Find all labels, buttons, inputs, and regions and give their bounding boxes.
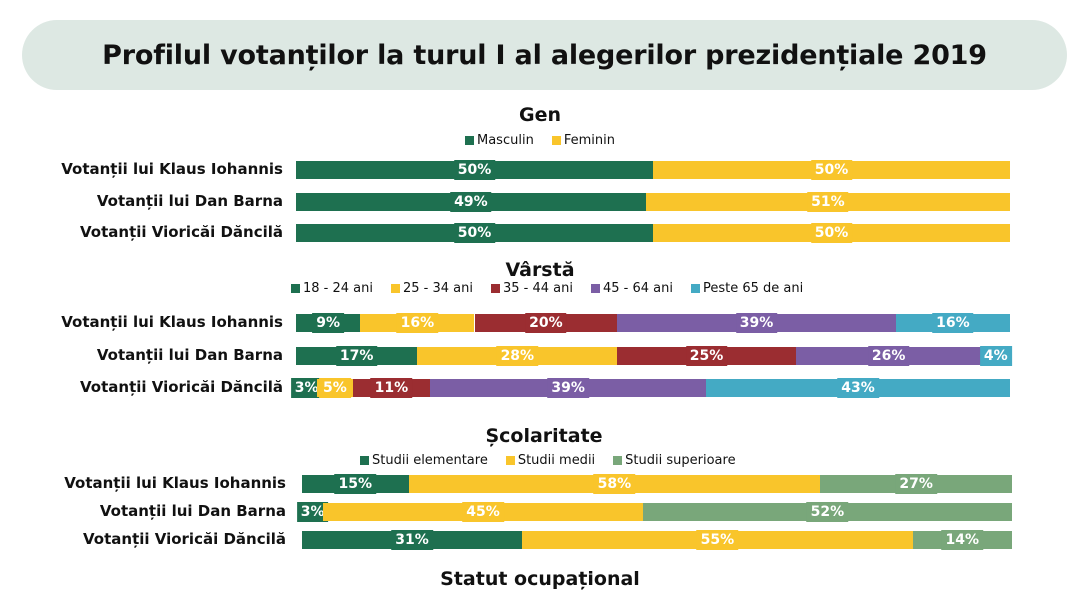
legend-swatch	[691, 284, 700, 293]
data-label: 5%	[318, 378, 351, 398]
data-label: 55%	[696, 530, 739, 550]
legend-label: Studii elementare	[372, 453, 488, 468]
legend-item: Studii elementare	[360, 453, 488, 468]
data-label: 27%	[895, 474, 937, 494]
legend-swatch	[291, 284, 300, 293]
data-label: 3%	[296, 502, 329, 522]
row-label: Votanții lui Dan Barna	[96, 346, 283, 364]
legend-label: 18 - 24 ani	[303, 281, 373, 296]
data-label: 11%	[370, 378, 413, 398]
row-label: Votanții lui Klaus Iohannis	[61, 313, 283, 331]
data-label: 26%	[867, 346, 910, 366]
data-label: 51%	[807, 192, 849, 212]
stacked-bar: 17% 28% 25% 26% 4%	[296, 346, 1012, 366]
legend-label: Feminin	[563, 133, 615, 148]
data-label: 39%	[735, 313, 778, 333]
data-label: 50%	[453, 223, 496, 243]
stacked-bar: 3% 45% 52%	[296, 502, 1012, 522]
row-label: Votanții Vioricăi Dăncilă	[80, 223, 283, 241]
legend-swatch	[391, 284, 400, 293]
legend-swatch	[591, 284, 600, 293]
data-label: 20%	[525, 313, 567, 333]
stacked-bar: 49% 51%	[296, 192, 1010, 212]
legend: Masculin Feminin	[465, 133, 615, 148]
data-label: 17%	[335, 346, 378, 366]
stacked-bar: 3% 5% 11% 39% 43%	[290, 378, 1010, 398]
legend: Studii elementare Studii medii Studii supe…	[360, 453, 736, 468]
data-label: 3%	[290, 378, 323, 398]
legend-item: Feminin	[551, 133, 615, 148]
legend-item: 25 - 34 ani	[391, 281, 473, 296]
legend: 18 - 24 ani 25 - 34 ani 35 - 44 ani 45 - 64…	[291, 281, 803, 296]
next-section-title: Statut ocupațional	[440, 568, 640, 590]
data-label: 4%	[979, 346, 1012, 366]
legend-item: Studii medii	[505, 453, 596, 468]
legend-swatch	[551, 136, 561, 145]
legend-label: 25 - 34 ani	[403, 281, 473, 296]
data-label: 14%	[941, 530, 984, 550]
title-banner: Profilul votanților la turul I al aleger…	[22, 20, 1067, 90]
data-label: 16%	[932, 313, 974, 333]
stacked-bar: 15% 58% 27%	[302, 474, 1012, 494]
legend-item: Studii superioare	[613, 453, 736, 468]
data-label: 9%	[312, 313, 345, 333]
chart-title-gen: Gen	[518, 104, 561, 126]
data-label: 16%	[396, 313, 439, 333]
data-label: 58%	[593, 474, 636, 494]
data-label: 39%	[547, 378, 589, 398]
legend-swatch	[505, 456, 515, 465]
data-label: 15%	[334, 474, 377, 494]
legend-label: Studii medii	[517, 453, 596, 468]
data-label: 25%	[685, 346, 728, 366]
data-label: 52%	[806, 502, 849, 522]
data-label: 50%	[453, 160, 496, 180]
stacked-bar: 31% 55% 14%	[302, 530, 1012, 550]
row-label: Votanții lui Dan Barna	[99, 502, 286, 520]
legend-item: 35 - 44 ani	[491, 281, 573, 296]
chart-title-scolaritate: Școlaritate	[485, 425, 603, 447]
data-label: 45%	[462, 502, 504, 522]
legend-label: 35 - 44 ani	[503, 281, 573, 296]
legend-swatch	[613, 456, 623, 465]
data-label: 43%	[837, 378, 879, 398]
legend-item: Peste 65 de ani	[691, 281, 803, 296]
legend-label: Studii superioare	[625, 453, 736, 468]
legend-label: 45 - 64 ani	[603, 281, 673, 296]
legend-swatch	[360, 456, 369, 465]
stacked-bar: 50% 50%	[296, 223, 1010, 243]
stacked-bar: 9% 16% 20% 39% 16%	[296, 313, 1010, 333]
legend-item: 45 - 64 ani	[591, 281, 673, 296]
data-label: 31%	[391, 530, 433, 550]
legend-label: Peste 65 de ani	[703, 281, 804, 296]
legend-label: Masculin	[477, 133, 534, 148]
row-label: Votanții lui Klaus Iohannis	[64, 474, 286, 492]
chart-title-varsta: Vârstă	[505, 259, 575, 281]
page-title: Profilul votanților la turul I al aleger…	[102, 39, 987, 71]
legend-swatch	[465, 136, 474, 145]
legend-item: Masculin	[465, 133, 534, 148]
stacked-bar: 50% 50%	[296, 160, 1010, 180]
data-label: 50%	[810, 223, 853, 243]
data-label: 49%	[450, 192, 492, 212]
row-label: Votanții Vioricăi Dăncilă	[80, 378, 283, 396]
row-label: Votanții lui Klaus Iohannis	[61, 160, 283, 178]
row-label: Votanții lui Dan Barna	[96, 192, 283, 210]
data-label: 50%	[810, 160, 853, 180]
data-label: 28%	[496, 346, 539, 366]
legend-item: 18 - 24 ani	[291, 281, 373, 296]
legend-swatch	[491, 284, 500, 293]
row-label: Votanții Vioricăi Dăncilă	[83, 530, 286, 548]
